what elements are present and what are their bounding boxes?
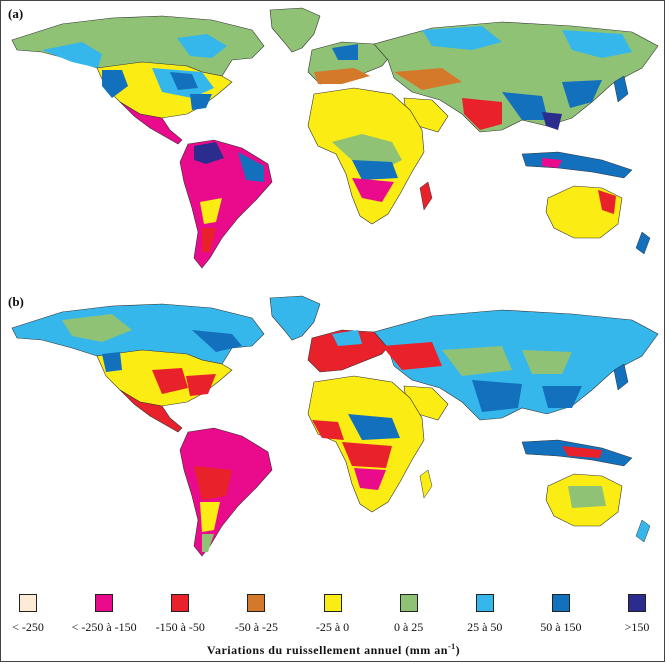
panel-label-a: (a) — [8, 6, 24, 21]
legend-label: 25 à 50 — [467, 620, 503, 634]
legend-label: 0 à 25 — [393, 620, 424, 634]
greenland — [269, 295, 321, 341]
north-america-blue — [42, 42, 102, 68]
greenland — [269, 7, 321, 53]
legend-swatch — [551, 594, 570, 612]
legend-title-sup: -1 — [447, 642, 456, 651]
legend-label: < -250 — [12, 620, 44, 634]
panel-label-b: (b) — [8, 294, 24, 309]
legend-label: >150 — [624, 620, 650, 634]
legend-label: 50 à 150 — [540, 620, 582, 634]
new-zealand — [635, 231, 651, 255]
legend: < -250 < -250 à -150 -150 à -50 -50 à -25 -2… — [0, 590, 667, 664]
legend-swatch — [19, 594, 37, 612]
central-america — [119, 389, 183, 433]
legend-label: < -250 à -150 — [71, 620, 137, 634]
indonesia — [521, 151, 633, 179]
legend-swatch — [247, 594, 266, 612]
legend-title-end: ) — [455, 643, 461, 657]
south-america — [179, 139, 273, 269]
legend-swatch — [628, 594, 646, 612]
asia — [373, 309, 659, 421]
madagascar — [419, 181, 433, 211]
legend-label: -25 à 0 — [315, 620, 350, 634]
japan — [613, 75, 629, 103]
central-america — [119, 101, 183, 145]
new-zealand — [635, 519, 651, 543]
legend-swatch — [95, 594, 114, 612]
japan — [613, 363, 629, 391]
legend-swatch — [399, 594, 418, 612]
world-map-a — [11, 7, 659, 269]
legend-swatch — [171, 594, 190, 612]
world-map-b — [11, 295, 659, 557]
legend-label: -150 à -50 — [155, 620, 205, 634]
legend-title-text: Variations du ruissellement annuel (mm a… — [206, 643, 448, 657]
legend-swatch — [475, 594, 494, 612]
legend-swatch — [323, 594, 342, 612]
map-panel-a: (a) — [2, 2, 664, 284]
map-panel-b: (b) — [2, 290, 664, 572]
madagascar — [419, 469, 433, 499]
legend-label: -50 à -25 — [234, 620, 279, 634]
legend-title: Variations du ruissellement annuel (mm a… — [0, 642, 667, 658]
